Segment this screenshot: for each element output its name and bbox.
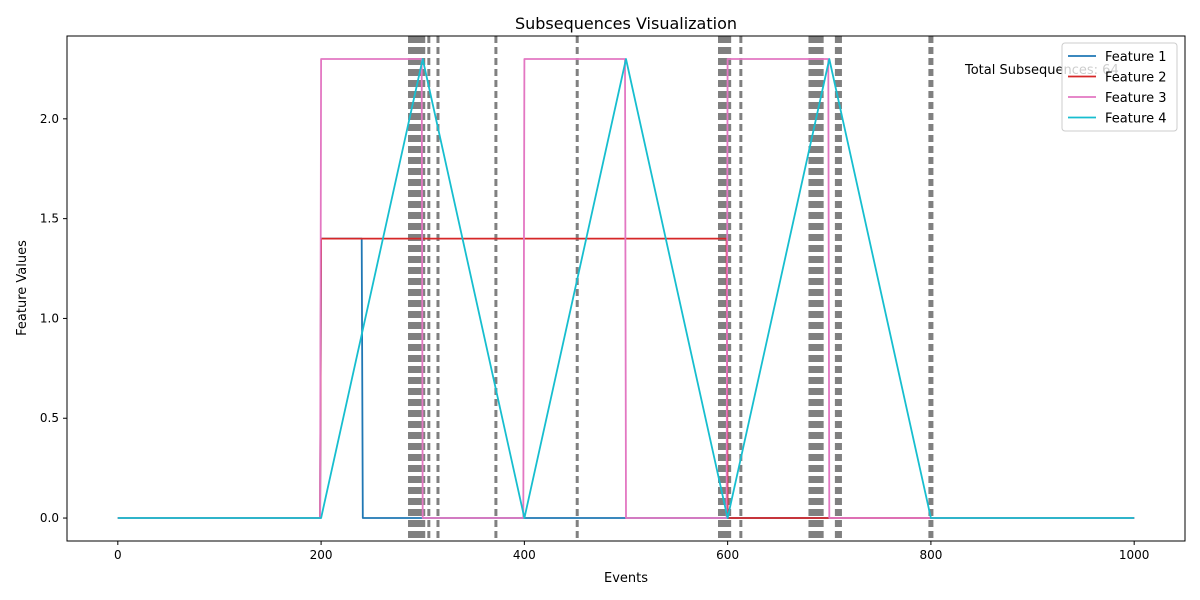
series-line-feature-3 bbox=[117, 58, 1135, 519]
chart-title: Subsequences Visualization bbox=[515, 14, 737, 33]
x-tick-label: 800 bbox=[919, 548, 942, 562]
y-tick-label: 0.0 bbox=[40, 511, 59, 525]
legend-box bbox=[1061, 42, 1178, 132]
x-axis: 0 200 400 600 800 1000 bbox=[114, 541, 1149, 562]
x-tick-label: 1000 bbox=[1119, 548, 1150, 562]
legend-label-feature-4: Feature 4 bbox=[1105, 112, 1167, 127]
x-axis-label: Events bbox=[604, 571, 648, 586]
x-tick-label: 400 bbox=[513, 548, 536, 562]
legend: Feature 1 Feature 2 Feature 3 Feature 4 bbox=[1061, 42, 1178, 132]
series-line-feature-4 bbox=[117, 58, 1135, 519]
subsequence-boundaries bbox=[408, 36, 934, 541]
x-tick-label: 600 bbox=[716, 548, 739, 562]
x-tick-label: 0 bbox=[114, 548, 122, 562]
y-tick-label: 1.0 bbox=[40, 311, 59, 325]
legend-label-feature-3: Feature 3 bbox=[1105, 91, 1167, 106]
x-tick-label: 200 bbox=[310, 548, 333, 562]
legend-label-feature-2: Feature 2 bbox=[1105, 71, 1167, 86]
y-tick-label: 0.5 bbox=[40, 411, 59, 425]
y-tick-label: 1.5 bbox=[40, 212, 59, 226]
y-tick-label: 2.0 bbox=[40, 112, 59, 126]
legend-label-feature-1: Feature 1 bbox=[1105, 50, 1167, 65]
series-lines bbox=[117, 58, 1135, 519]
plot-frame bbox=[66, 35, 1186, 542]
y-axis: 0.0 0.5 1.0 1.5 2.0 bbox=[40, 112, 67, 525]
y-axis-label: Feature Values bbox=[15, 240, 30, 336]
